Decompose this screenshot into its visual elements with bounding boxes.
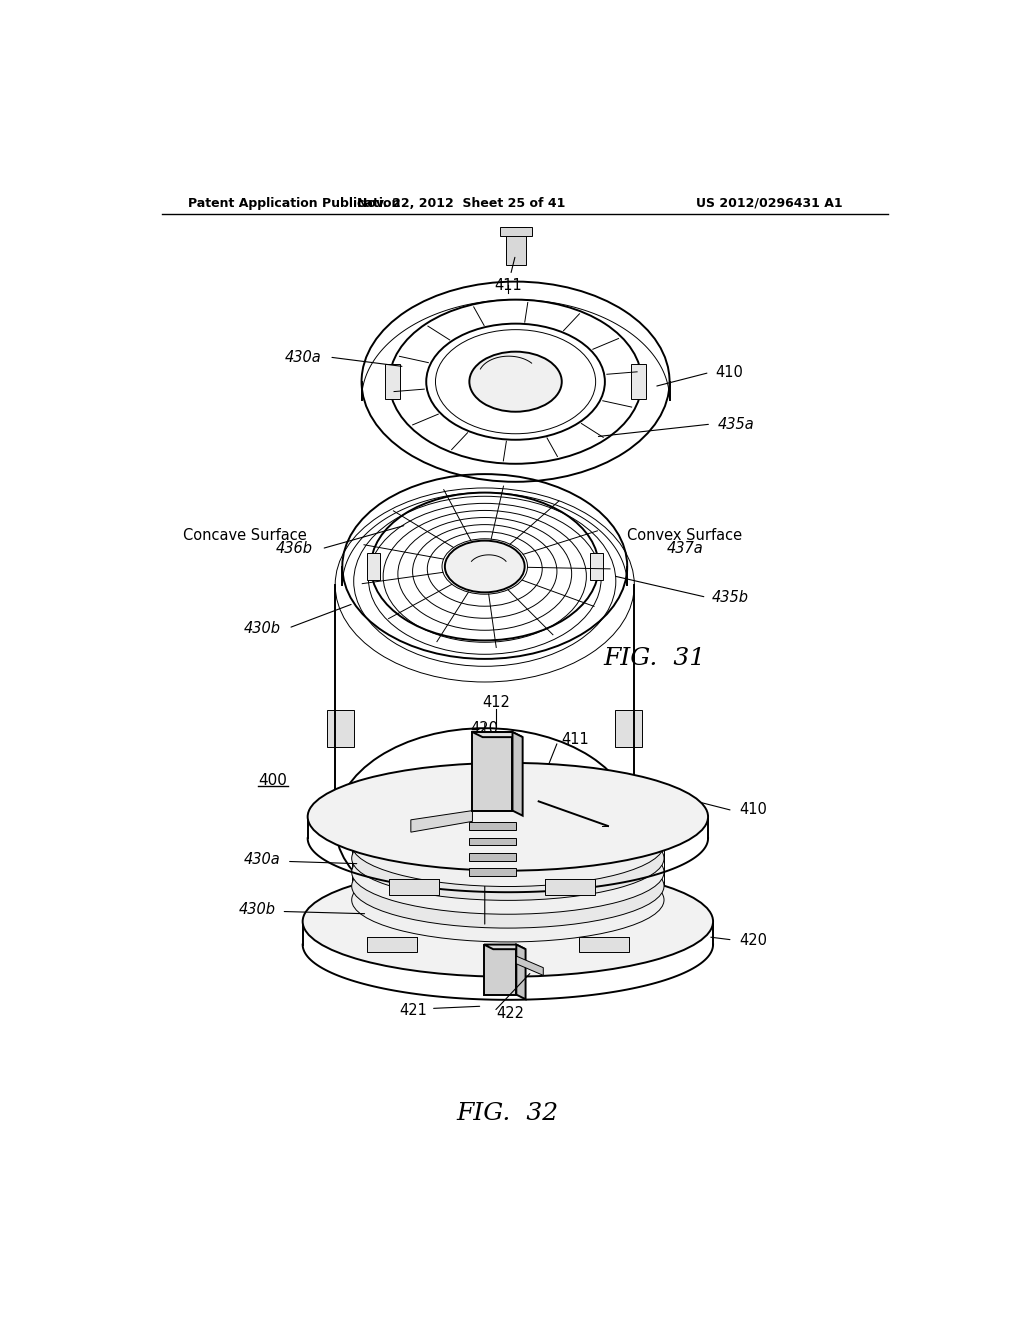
Polygon shape — [516, 945, 525, 999]
Text: 422: 422 — [497, 1006, 524, 1022]
Text: 411: 411 — [562, 733, 590, 747]
Text: 435b: 435b — [712, 590, 749, 605]
Text: 400: 400 — [259, 774, 288, 788]
Text: 436b: 436b — [276, 541, 313, 556]
Text: 430b: 430b — [244, 620, 281, 636]
Polygon shape — [389, 879, 439, 895]
Ellipse shape — [307, 763, 708, 871]
Ellipse shape — [351, 843, 664, 928]
Text: 410: 410 — [716, 364, 743, 380]
Text: 430b: 430b — [239, 903, 275, 917]
Text: 430a: 430a — [285, 350, 322, 364]
Ellipse shape — [351, 816, 664, 900]
Text: Convex Surface: Convex Surface — [628, 528, 742, 544]
Text: US 2012/0296431 A1: US 2012/0296431 A1 — [696, 197, 843, 210]
Ellipse shape — [303, 866, 713, 977]
Bar — [327, 710, 354, 747]
Ellipse shape — [444, 541, 524, 593]
Ellipse shape — [351, 858, 664, 942]
Bar — [506, 227, 525, 265]
Polygon shape — [411, 810, 472, 832]
Bar — [473, 908, 497, 940]
Text: FIG.  32: FIG. 32 — [457, 1102, 559, 1125]
Text: 435a: 435a — [717, 417, 754, 432]
Polygon shape — [516, 956, 544, 975]
Bar — [615, 710, 642, 747]
Text: Concave Surface: Concave Surface — [182, 528, 306, 544]
Text: Nov. 22, 2012  Sheet 25 of 41: Nov. 22, 2012 Sheet 25 of 41 — [357, 197, 566, 210]
Polygon shape — [367, 937, 417, 952]
Polygon shape — [472, 733, 522, 737]
Polygon shape — [512, 733, 522, 816]
Text: 430a: 430a — [244, 853, 281, 867]
Bar — [500, 227, 531, 236]
Polygon shape — [375, 832, 421, 845]
Polygon shape — [579, 937, 629, 952]
Ellipse shape — [469, 351, 562, 412]
Bar — [469, 822, 515, 830]
Text: Patent Application Publication: Patent Application Publication — [188, 197, 400, 210]
Ellipse shape — [351, 803, 664, 887]
Text: 437a: 437a — [667, 541, 703, 556]
Text: 411: 411 — [494, 257, 522, 293]
Bar — [590, 553, 602, 581]
Ellipse shape — [351, 830, 664, 915]
Polygon shape — [484, 945, 525, 949]
Text: 412: 412 — [482, 696, 510, 710]
Bar — [385, 364, 400, 399]
Bar — [469, 837, 515, 845]
Bar — [631, 364, 646, 399]
Text: FIG.  31: FIG. 31 — [603, 647, 706, 671]
Polygon shape — [484, 945, 516, 995]
Polygon shape — [472, 733, 512, 810]
Text: 420: 420 — [739, 933, 767, 948]
Text: 421: 421 — [399, 1002, 427, 1018]
Polygon shape — [585, 832, 631, 845]
Bar — [469, 869, 515, 876]
Text: 410: 410 — [739, 801, 767, 817]
Text: 420: 420 — [471, 721, 499, 735]
Bar — [469, 853, 515, 861]
Bar — [367, 553, 380, 581]
Polygon shape — [546, 879, 595, 895]
